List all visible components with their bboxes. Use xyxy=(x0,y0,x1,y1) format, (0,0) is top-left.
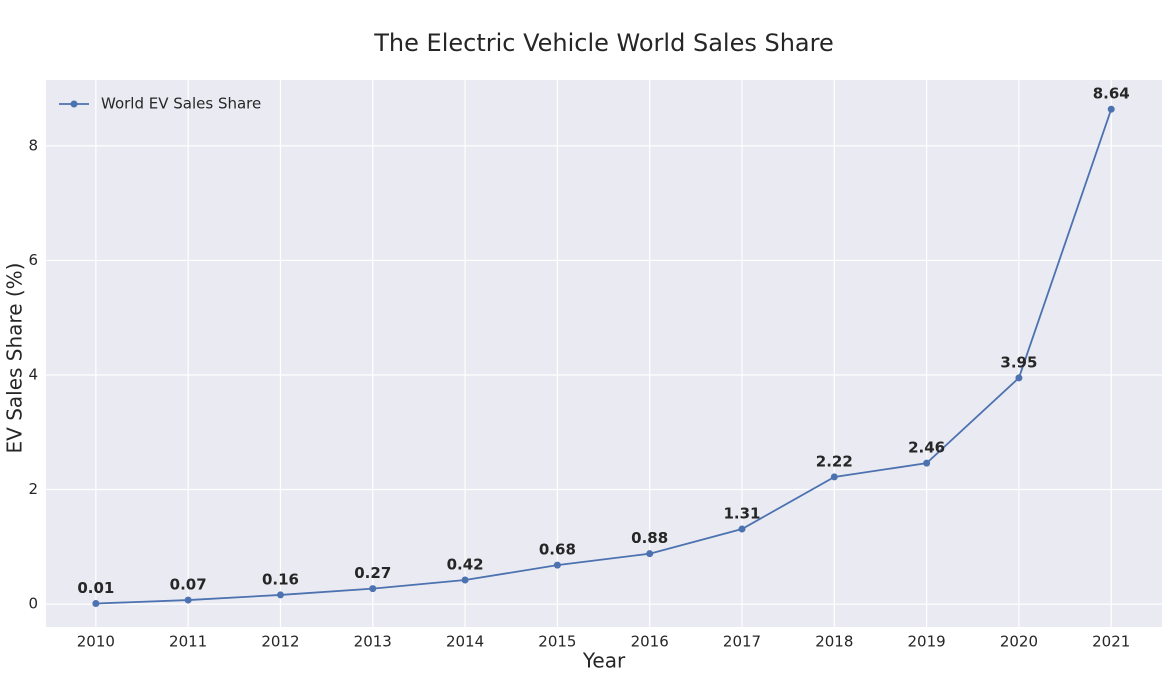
data-point xyxy=(830,473,838,481)
x-tick-label: 2017 xyxy=(723,633,761,651)
x-tick-label: 2020 xyxy=(1000,633,1038,651)
y-tick-label: 2 xyxy=(28,480,38,498)
y-tick-label: 6 xyxy=(28,251,38,269)
data-point xyxy=(923,459,931,467)
data-label: 3.95 xyxy=(1000,353,1037,371)
data-point xyxy=(1015,374,1023,382)
y-tick-label: 4 xyxy=(28,365,38,383)
chart-title: The Electric Vehicle World Sales Share xyxy=(373,29,833,57)
data-point xyxy=(92,600,100,608)
x-tick-label: 2021 xyxy=(1092,633,1130,651)
plot-area xyxy=(46,80,1162,627)
x-tick-label: 2019 xyxy=(908,633,946,651)
x-tick-label: 2012 xyxy=(261,633,299,651)
data-label: 1.31 xyxy=(723,505,760,523)
data-label: 0.88 xyxy=(631,529,668,547)
data-label: 0.01 xyxy=(77,579,114,597)
x-tick-label: 2013 xyxy=(354,633,392,651)
x-tick-label: 2018 xyxy=(815,633,853,651)
legend-label: World EV Sales Share xyxy=(101,95,261,113)
data-label: 2.46 xyxy=(908,439,945,457)
data-point xyxy=(1107,105,1115,113)
grid xyxy=(46,80,1162,627)
data-label: 0.27 xyxy=(354,564,391,582)
data-label: 0.07 xyxy=(170,576,207,594)
data-label: 0.68 xyxy=(539,541,576,559)
legend-marker xyxy=(70,100,78,108)
x-tick-label: 2010 xyxy=(77,633,115,651)
data-label: 0.16 xyxy=(262,570,299,588)
data-label: 0.42 xyxy=(447,556,484,574)
data-point xyxy=(646,550,654,558)
marks xyxy=(92,105,1115,608)
data-point xyxy=(738,525,746,533)
data-point xyxy=(184,596,192,604)
x-tick-label: 2015 xyxy=(538,633,576,651)
series-line xyxy=(95,108,1113,605)
y-tick-label: 0 xyxy=(28,595,38,613)
data-label: 2.22 xyxy=(816,452,853,470)
data-point xyxy=(369,585,377,593)
x-tick-label: 2011 xyxy=(169,633,207,651)
y-axis-label: EV Sales Share (%) xyxy=(3,263,27,454)
data-point xyxy=(461,576,469,584)
x-axis-label: Year xyxy=(582,649,626,673)
x-tick-label: 2014 xyxy=(446,633,484,651)
data-point xyxy=(276,591,284,599)
data-point xyxy=(553,561,561,569)
data-label: 8.64 xyxy=(1093,85,1130,103)
x-tick-label: 2016 xyxy=(631,633,669,651)
y-tick-label: 8 xyxy=(28,136,38,154)
